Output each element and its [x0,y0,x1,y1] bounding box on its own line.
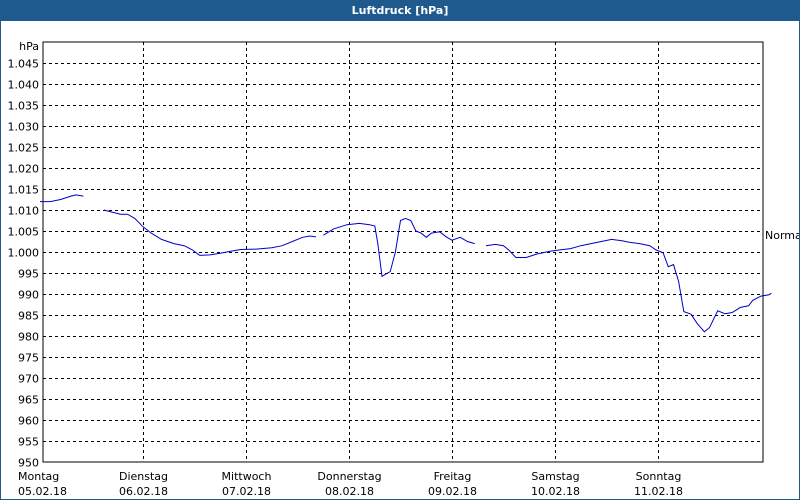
x-tick-day: Freitag [434,470,472,483]
x-tick-day: Montag [18,470,59,483]
x-tick-date: 08.02.18 [325,485,374,498]
y-axis: 950 955 960 965 970 975 980 985 990 995 1.000 1.005… [8,58,40,470]
y-tick-label: 990 [18,289,39,302]
series-line [485,238,772,333]
y-tick-label: 970 [18,373,39,386]
y-tick-label: 995 [18,268,39,281]
y-tick-label: 975 [18,352,39,365]
x-tick-day: Sonntag [636,470,682,483]
y-tick-label: 1.020 [8,163,40,176]
y-tick-label: 960 [18,415,39,428]
y-tick-label: 1.040 [8,79,40,92]
x-tick-day: Samstag [531,470,579,483]
series-group [40,194,772,333]
chart-title: Luftdruck [hPa] [1,1,799,21]
y-tick-label: 1.015 [8,184,40,197]
plot-area [42,41,764,463]
grid [43,42,763,462]
y-tick-label: 1.045 [8,58,40,71]
y-axis-label: hPa [19,40,39,53]
x-tick-day: Donnerstag [317,470,381,483]
x-tick-date: 11.02.18 [634,485,683,498]
x-tick-date: 05.02.18 [18,485,67,498]
y-tick-label: 1.000 [8,247,40,260]
y-tick-label: 965 [18,394,39,407]
x-tick-day: Mittwoch [222,470,272,483]
series-line [103,209,317,256]
y-tick-label: 980 [18,331,39,344]
y-tick-label: 950 [18,457,39,470]
reference-label: Normal [765,229,799,242]
x-tick-day: Dienstag [119,470,168,483]
x-tick-date: 06.02.18 [119,485,168,498]
y-tick-label: 1.035 [8,100,40,113]
x-tick-date: 09.02.18 [428,485,477,498]
y-tick-label: 985 [18,310,39,323]
y-tick-label: 1.030 [8,121,40,134]
series-line [323,217,475,278]
x-tick-date: 10.02.18 [531,485,580,498]
y-tick-label: 955 [18,436,39,449]
y-tick-label: 1.010 [8,205,40,218]
y-tick-label: 1.005 [8,226,40,239]
y-tick-label: 1.025 [8,142,40,155]
x-axis: Montag 05.02.18 Dienstag 06.02.18 Mittwoch 07… [18,470,683,498]
series-line [40,194,84,203]
x-tick-date: 07.02.18 [222,485,271,498]
